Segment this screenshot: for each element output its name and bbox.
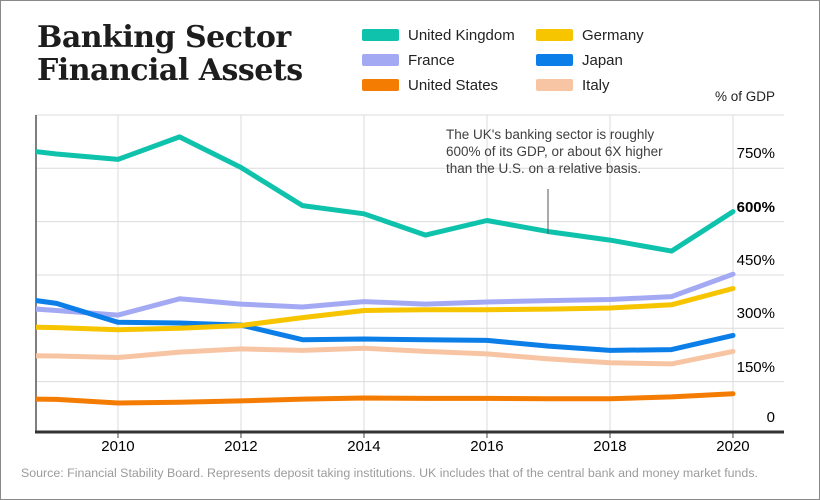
- y-tick-label-450: 450%: [736, 251, 775, 269]
- y-tick-label-0: 0: [766, 409, 775, 426]
- legend-item-italy: Italy: [536, 76, 610, 94]
- series-line-united-kingdom: [36, 134, 736, 254]
- legend-label: Germany: [582, 26, 644, 44]
- x-tick-label-2016: 2016: [470, 438, 504, 455]
- legend-swatch-icon: [362, 29, 399, 41]
- legend-swatch-icon: [362, 79, 399, 91]
- x-tick-label-2020: 2020: [716, 438, 750, 455]
- y-tick-label-300: 300%: [736, 305, 775, 323]
- y-tick-label-600: 600%: [736, 198, 775, 216]
- x-tick-label-2018: 2018: [593, 438, 627, 455]
- y-axis-unit-label: % of GDP: [714, 89, 775, 104]
- legend-item-united-kingdom: United Kingdom: [362, 26, 515, 44]
- x-tick-label-2014: 2014: [347, 438, 381, 455]
- source-note: Source: Financial Stability Board. Repre…: [21, 466, 758, 480]
- x-tick-label-2010: 2010: [101, 438, 135, 455]
- legend-swatch-icon: [536, 29, 573, 41]
- page-title: Banking Sector Financial Assets: [37, 20, 303, 88]
- series-line-united-states: [36, 391, 736, 406]
- series-line-italy: [36, 345, 736, 367]
- legend-label: United Kingdom: [408, 26, 515, 44]
- series-line-germany: [36, 286, 736, 333]
- legend-swatch-icon: [536, 79, 573, 91]
- x-tick-label-2012: 2012: [224, 438, 258, 455]
- y-tick-label-750: 750%: [736, 145, 775, 163]
- legend-item-germany: Germany: [536, 26, 644, 44]
- legend-label: Italy: [582, 76, 610, 94]
- legend-item-france: France: [362, 51, 455, 69]
- legend-swatch-icon: [536, 54, 573, 66]
- y-tick-label-150: 150%: [736, 358, 775, 376]
- chart-annotation: The UK's banking sector is roughly 600% …: [446, 127, 663, 176]
- legend-label: France: [408, 51, 455, 69]
- legend-item-united-states: United States: [362, 76, 499, 94]
- legend-swatch-icon: [362, 54, 399, 66]
- legend-label: Japan: [582, 51, 623, 69]
- series-line-france: [36, 271, 736, 318]
- legend-label: United States: [408, 76, 499, 94]
- legend-item-japan: Japan: [536, 51, 623, 69]
- series-line-japan: [36, 298, 736, 353]
